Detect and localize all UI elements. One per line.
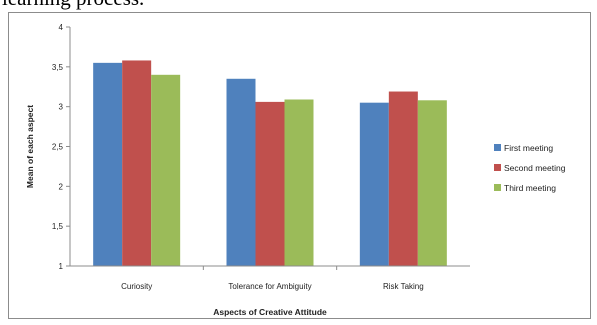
y-tick-label: 1 <box>59 262 64 271</box>
x-tick-label: Risk Taking <box>383 282 424 291</box>
y-tick-labels: 1 1,5 2 2,5 3 3,5 4 <box>52 23 70 271</box>
y-tick-label: 3 <box>59 103 64 112</box>
x-tick-label: Tolerance for Ambiguity <box>228 282 311 291</box>
bar-second-meeting <box>388 91 418 266</box>
y-tick-label: 2 <box>59 182 64 191</box>
bar-first-meeting <box>359 102 389 266</box>
y-tick-label: 2,5 <box>52 143 64 152</box>
x-axis-title: Aspects of Creative Attitude <box>213 307 327 317</box>
y-tick-label: 4 <box>59 23 64 32</box>
bars <box>93 60 447 267</box>
bar-first-meeting <box>93 62 123 266</box>
legend-swatch <box>494 144 501 151</box>
lead-text: learning process. <box>2 0 144 11</box>
bar-second-meeting <box>122 60 152 267</box>
bar-third-meeting <box>417 100 447 266</box>
legend-swatch <box>494 184 501 191</box>
y-axis-title: Mean of each aspect <box>25 105 35 188</box>
y-tick-label: 1,5 <box>52 222 64 231</box>
x-tick-labels: Curiosity Tolerance for Ambiguity Risk Tak… <box>121 266 424 291</box>
legend-label: Third meeting <box>504 183 556 193</box>
legend: First meeting Second meeting Third meeting <box>494 143 566 193</box>
bar-third-meeting <box>151 74 181 266</box>
bar-first-meeting <box>226 78 256 267</box>
bar-second-meeting <box>255 101 285 267</box>
legend-label: First meeting <box>504 143 553 153</box>
bar-third-meeting <box>284 99 314 266</box>
legend-swatch <box>494 164 501 171</box>
y-tick-label: 3,5 <box>52 63 64 72</box>
legend-label: Second meeting <box>504 163 566 173</box>
x-tick-label: Curiosity <box>121 282 152 291</box>
